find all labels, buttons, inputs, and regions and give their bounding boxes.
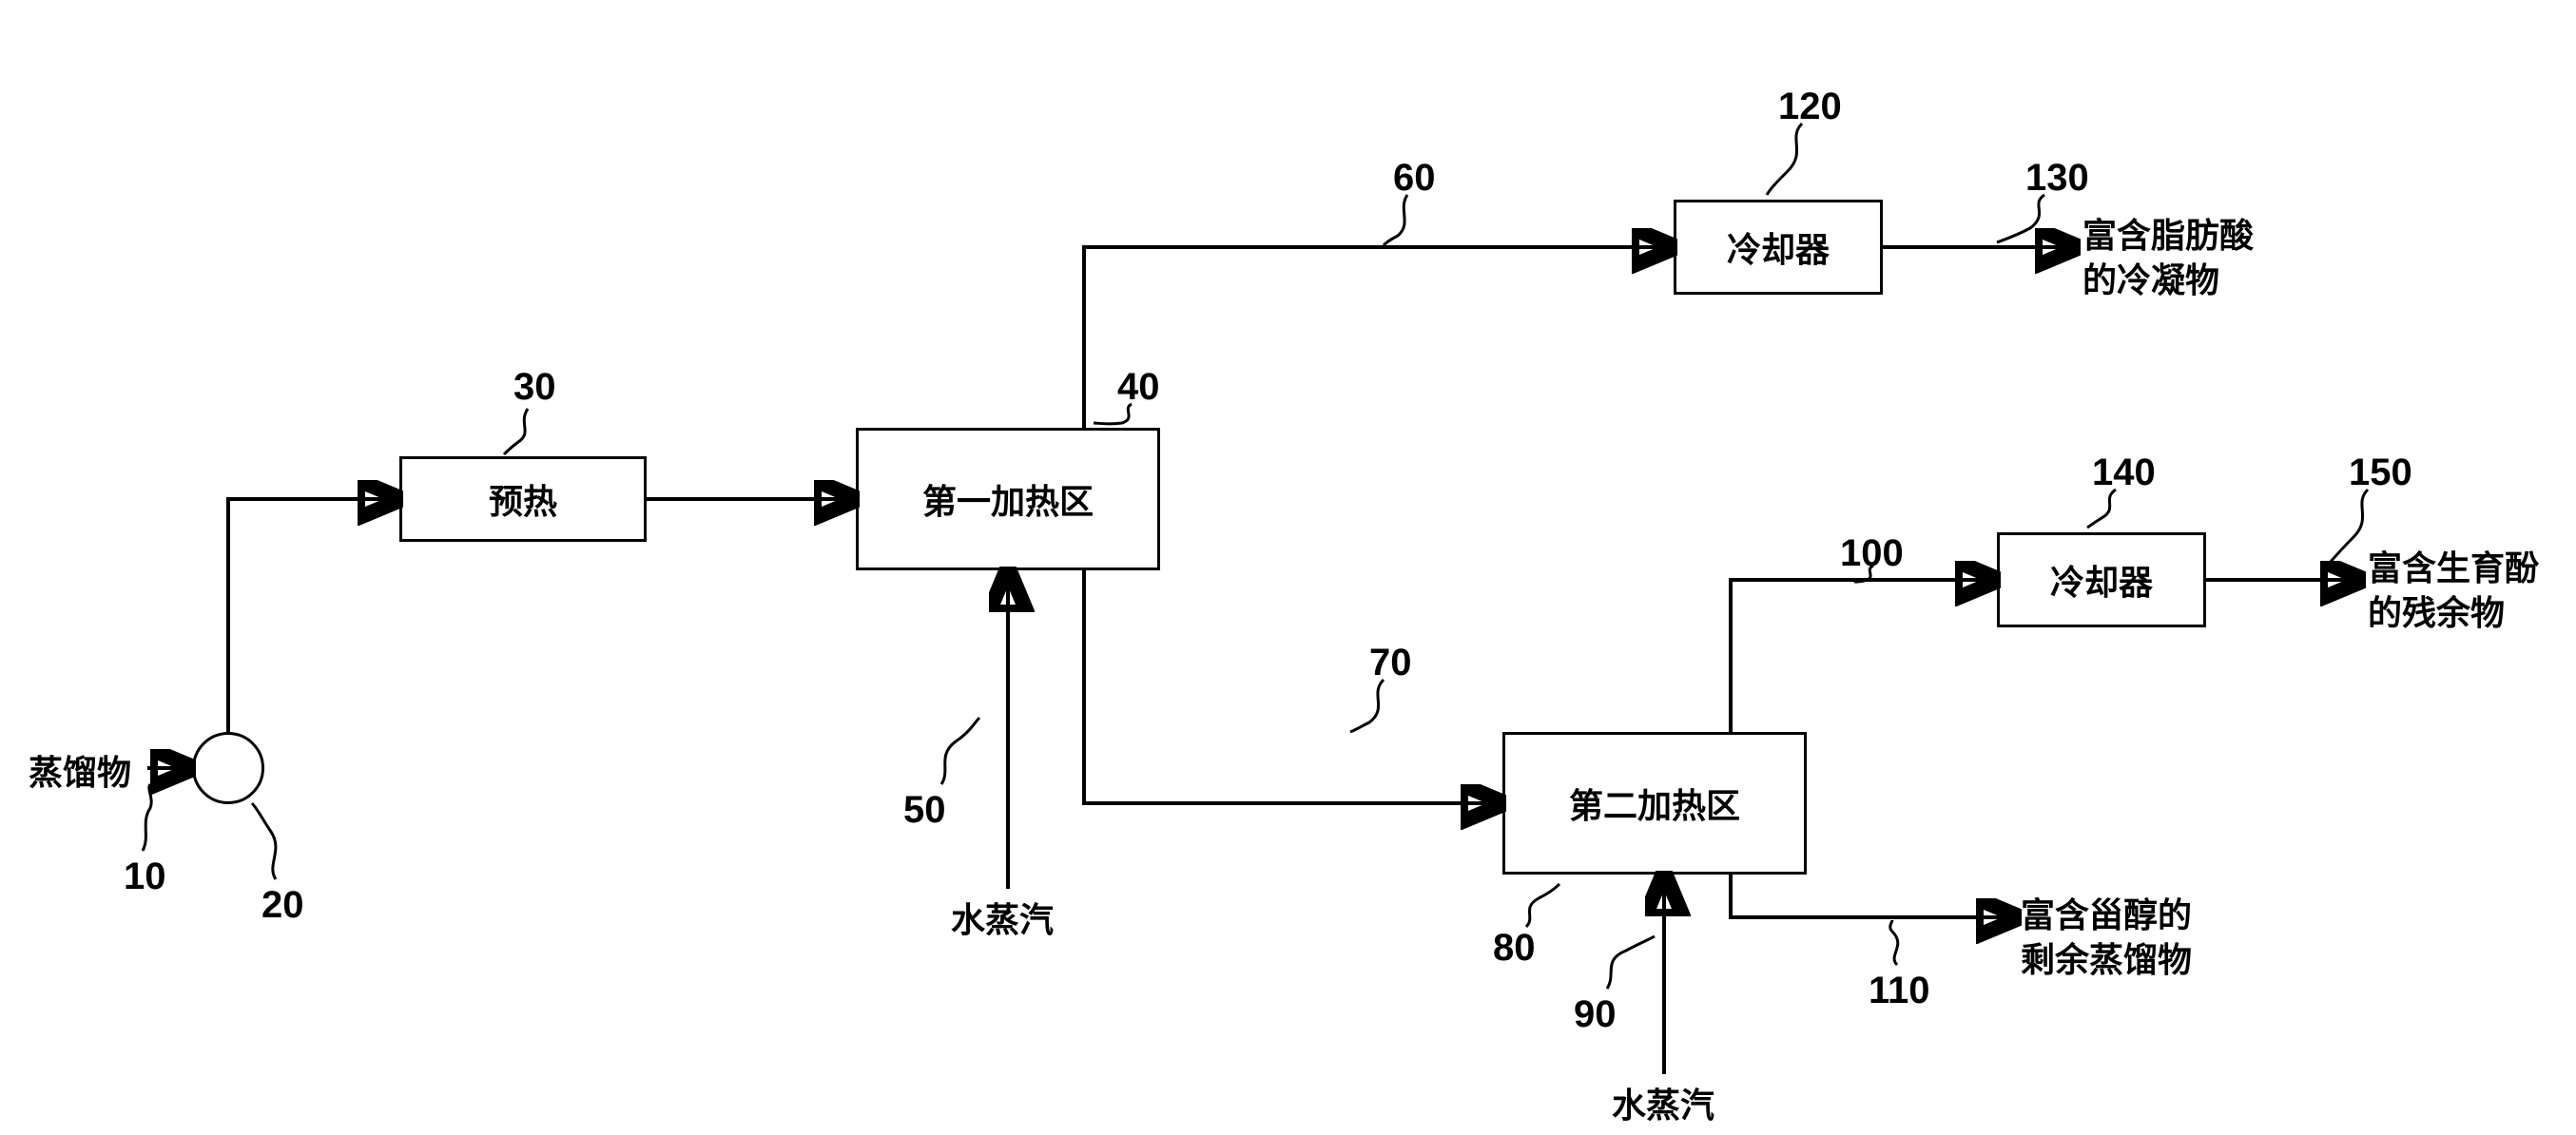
- zone2-box: 第二加热区: [1502, 732, 1807, 875]
- ref-130: 130: [2025, 157, 2089, 200]
- ref-100: 100: [1840, 532, 1904, 575]
- output3-label: 富含甾醇的 剩余蒸馏物: [2021, 894, 2192, 983]
- ref-60: 60: [1393, 157, 1436, 200]
- ref-150: 150: [2349, 452, 2412, 494]
- ref-30: 30: [513, 366, 556, 409]
- input-label: 蒸馏物: [29, 751, 131, 796]
- output1-label: 富含脂肪酸 的冷凝物: [2082, 214, 2254, 303]
- ref-110: 110: [1869, 970, 1930, 1012]
- cooler1-box: 冷却器: [1674, 200, 1883, 295]
- ref-90: 90: [1574, 993, 1617, 1036]
- ref-40: 40: [1117, 366, 1160, 409]
- steam1-label: 水蒸汽: [951, 898, 1054, 943]
- ref-120: 120: [1778, 86, 1842, 128]
- zone1-box: 第一加热区: [856, 428, 1160, 570]
- output2-label: 富含生育酚 的残余物: [2368, 547, 2539, 636]
- ref-10: 10: [124, 856, 166, 898]
- cooler2-box: 冷却器: [1997, 532, 2206, 627]
- steam2-label: 水蒸汽: [1612, 1084, 1714, 1128]
- ref-20: 20: [261, 884, 304, 927]
- process-flowchart: 预热 第一加热区 第二加热区 冷却器 冷却器 蒸馏物 水蒸汽 水蒸汽 富含脂肪酸…: [0, 0, 2576, 1135]
- preheat-box: 预热: [399, 456, 647, 542]
- ref-70: 70: [1369, 642, 1412, 684]
- ref-80: 80: [1493, 927, 1536, 970]
- ref-50: 50: [903, 789, 946, 832]
- ref-140: 140: [2092, 452, 2156, 494]
- feed-circle: [192, 732, 264, 804]
